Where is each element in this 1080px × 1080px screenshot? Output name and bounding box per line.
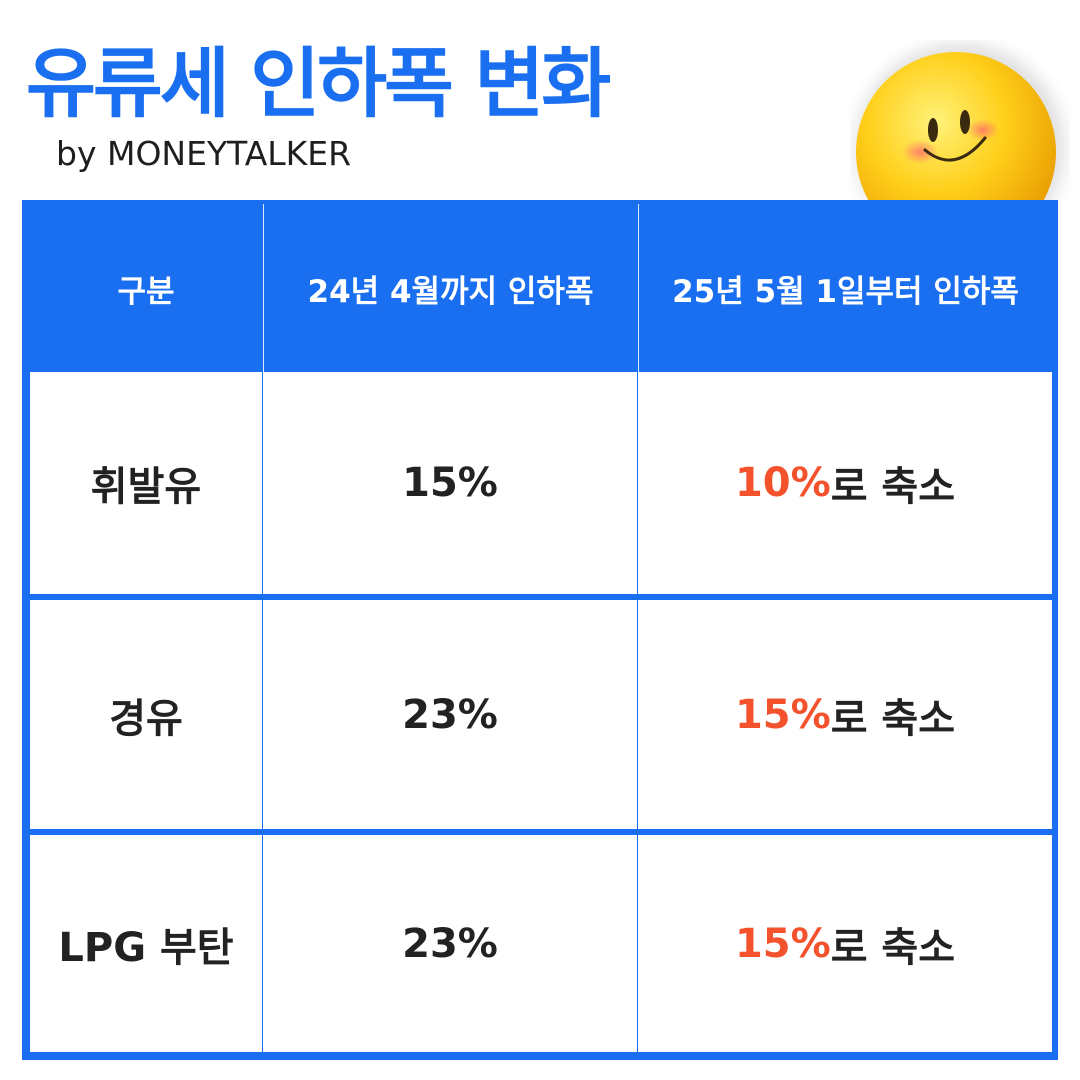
fuel-cell: 경유 — [30, 600, 262, 829]
new-rate-highlight: 15% — [734, 691, 831, 738]
fuel-cell: LPG 부탄 — [30, 835, 262, 1052]
new-rate-text: 로 축소 — [830, 464, 956, 510]
header-cell: 25년 5월 1일부터 인하폭 — [638, 204, 1052, 372]
fuel-cell: 휘발유 — [30, 372, 262, 594]
new-rate-cell: 10% 로 축소 — [638, 372, 1052, 594]
table: 구분 24년 4월까지 인하폭 25년 5월 1일부터 인하폭 휘발유 15% 10% 로 … — [22, 200, 1058, 1060]
new-rate-cell: 15% 로 축소 — [638, 600, 1052, 829]
rate-cell: 23% — [263, 600, 637, 829]
rate-cell: 15% — [263, 372, 637, 594]
rate-cell: 23% — [263, 835, 637, 1052]
smiley-icon — [855, 43, 1065, 200]
new-rate-highlight: 15% — [734, 920, 831, 967]
subtitle: by MONEYTALKER — [56, 134, 352, 173]
header-cell: 구분 — [30, 204, 262, 372]
new-rate-text: 로 축소 — [830, 924, 956, 971]
new-rate-highlight: 10% — [734, 460, 831, 506]
new-rate-cell: 15% 로 축소 — [638, 835, 1052, 1052]
title: 유류세 인하폭 변화 — [26, 39, 611, 128]
new-rate-text: 로 축소 — [830, 695, 956, 742]
header-cell: 24년 4월까지 인하폭 — [263, 204, 637, 372]
